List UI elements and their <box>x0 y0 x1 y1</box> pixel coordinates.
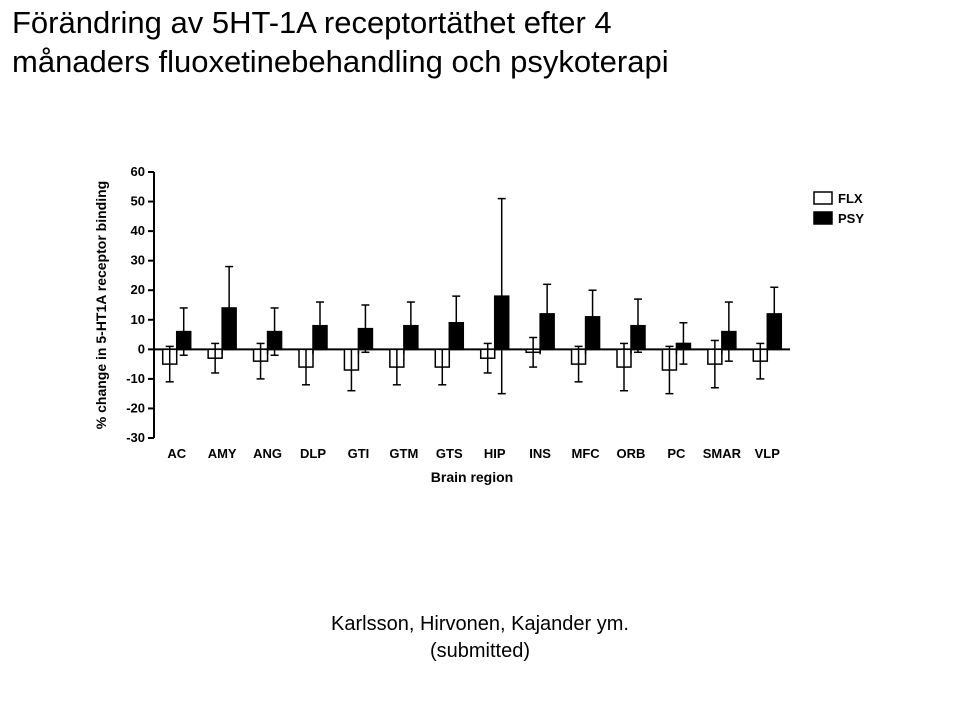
legend-label: PSY <box>838 211 864 226</box>
receptor-binding-chart: -30 -20 -10 0 10 20 30 40 50 60 % change in 5-HT1A… <box>90 162 880 502</box>
svg-text:10: 10 <box>131 312 145 327</box>
svg-text:60: 60 <box>131 164 145 179</box>
legend-swatch <box>814 212 832 224</box>
svg-text:ORB: ORB <box>617 446 646 461</box>
svg-text:-30: -30 <box>126 430 145 445</box>
chart-container: -30 -20 -10 0 10 20 30 40 50 60 % change in 5-HT1A… <box>90 162 880 502</box>
svg-text:AC: AC <box>167 446 186 461</box>
legend-label: FLX <box>838 191 863 206</box>
svg-text:ANG: ANG <box>253 446 282 461</box>
svg-text:GTS: GTS <box>436 446 463 461</box>
title-line-2: månaders fluoxetinebehandling och psykot… <box>12 44 669 79</box>
svg-text:20: 20 <box>131 282 145 297</box>
svg-text:AMY: AMY <box>208 446 237 461</box>
svg-text:MFC: MFC <box>571 446 600 461</box>
slide-title: Förändring av 5HT-1A receptortäthet efte… <box>0 0 960 86</box>
svg-text:VLP: VLP <box>755 446 781 461</box>
legend-swatch <box>814 192 832 204</box>
svg-text:PC: PC <box>667 446 686 461</box>
svg-text:% change in 5-HT1A receptor bi: % change in 5-HT1A receptor binding <box>93 181 109 429</box>
svg-text:GTI: GTI <box>348 446 370 461</box>
svg-text:-20: -20 <box>126 400 145 415</box>
svg-text:INS: INS <box>529 446 551 461</box>
svg-text:HIP: HIP <box>484 446 506 461</box>
credit-line-2: (submitted) <box>430 640 530 662</box>
svg-text:DLP: DLP <box>300 446 326 461</box>
credit-block: Karlsson, Hirvonen, Kajander ym. (submit… <box>0 611 960 665</box>
svg-text:-10: -10 <box>126 371 145 386</box>
credit-line-1: Karlsson, Hirvonen, Kajander ym. <box>331 613 629 635</box>
svg-text:GTM: GTM <box>389 446 418 461</box>
svg-text:SMAR: SMAR <box>703 446 742 461</box>
svg-text:30: 30 <box>131 253 145 268</box>
title-line-1: Förändring av 5HT-1A receptortäthet efte… <box>12 5 612 40</box>
svg-text:0: 0 <box>138 341 145 356</box>
svg-text:50: 50 <box>131 194 145 209</box>
slide: Förändring av 5HT-1A receptortäthet efte… <box>0 0 960 703</box>
svg-text:40: 40 <box>131 223 145 238</box>
svg-text:Brain region: Brain region <box>431 469 513 485</box>
